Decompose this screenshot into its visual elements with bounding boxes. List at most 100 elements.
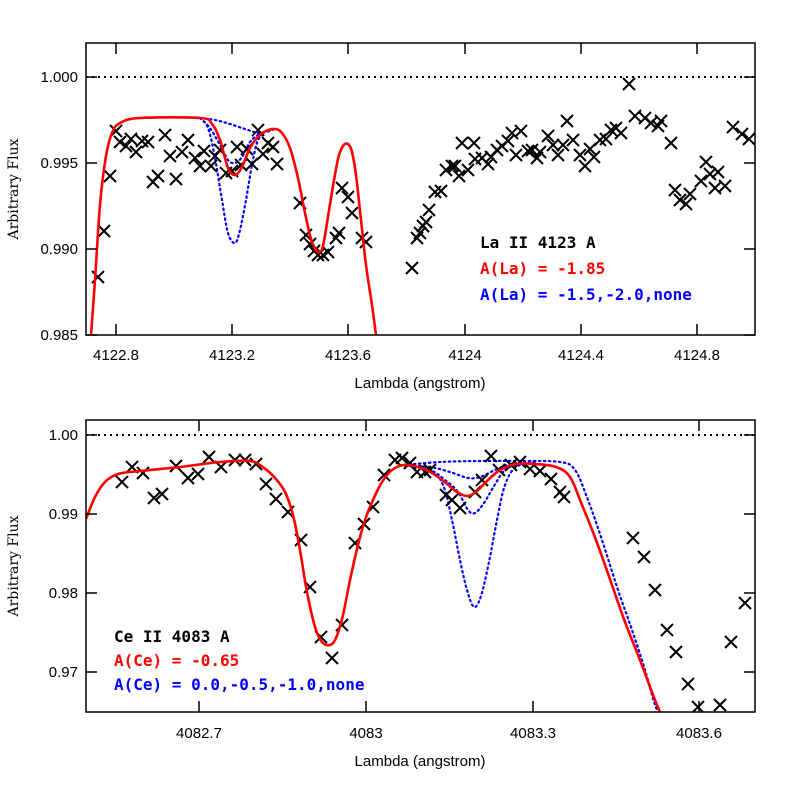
alternative-abundance-curve: [198, 116, 277, 135]
data-point-marker: [129, 145, 143, 159]
data-point-marker: [270, 157, 284, 171]
data-point-marker: [259, 477, 273, 491]
data-point-marker: [155, 487, 169, 501]
data-point-marker: [467, 136, 481, 150]
top-panel: 1.000 0.995 0.990 0.985 4122.8 4123.2 41…: [6, 42, 756, 392]
x-tick-label: 4083.3: [510, 725, 556, 742]
data-point-marker: [660, 623, 674, 637]
data-point-marker: [484, 449, 498, 463]
data-point-marker: [637, 550, 651, 564]
data-point-marker: [521, 144, 535, 158]
data-point-marker: [614, 126, 628, 140]
data-point-marker: [141, 135, 155, 149]
y-tick-label: 0.99: [49, 506, 78, 523]
data-point-marker: [509, 148, 523, 162]
data-point-marker: [452, 169, 466, 183]
data-point-marker: [683, 187, 697, 201]
data-point-marker: [557, 490, 571, 504]
data-point-marker: [169, 459, 183, 473]
data-point-marker: [269, 492, 283, 506]
y-axis-title: Arbitrary Flux: [6, 138, 22, 240]
y-tick-label: 1.00: [49, 427, 78, 444]
data-point-marker: [325, 651, 339, 665]
legend-line-species: La II 4123 A: [480, 233, 596, 252]
data-point-marker: [97, 224, 111, 238]
x-tick-label: 4082.7: [176, 725, 222, 742]
data-point-marker: [546, 138, 560, 152]
data-point-marker: [124, 132, 138, 146]
data-point-marker: [103, 169, 117, 183]
data-point-marker: [181, 471, 195, 485]
data-point-marker: [626, 531, 640, 545]
data-point-marker: [599, 132, 613, 146]
data-point-marker: [587, 150, 601, 164]
data-point-marker: [266, 140, 280, 154]
data-point-marker: [679, 197, 693, 211]
data-point-marker: [413, 226, 427, 240]
data-point-marker: [724, 635, 738, 649]
x-axis-title: Lambda (angstrom): [355, 375, 486, 392]
bottom-plot-frame: [85, 419, 756, 713]
y-axis-title: Arbitrary Flux: [6, 515, 22, 617]
data-point-marker: [419, 215, 433, 229]
x-tick-label: 4124.8: [674, 347, 720, 364]
data-point-marker: [197, 144, 211, 158]
data-point-marker: [455, 136, 469, 150]
alternative-abundance-curve: [198, 116, 268, 245]
data-point-marker: [445, 159, 459, 173]
legend-line-species: Ce II 4083 A: [114, 627, 230, 646]
data-point-marker: [481, 157, 495, 171]
best-fit-curve: [86, 459, 662, 712]
data-point-marker: [332, 226, 346, 240]
data-point-marker: [202, 450, 216, 464]
top-plot-frame: [85, 42, 756, 336]
data-point-marker: [341, 190, 355, 204]
data-point-marker: [321, 245, 335, 259]
x-tick-label: 4083: [349, 725, 382, 742]
x-tick-label: 4123.2: [209, 347, 255, 364]
x-tick-label: 4122.8: [93, 347, 139, 364]
data-point-marker: [439, 163, 453, 177]
data-point-marker: [566, 133, 580, 147]
data-point-marker: [713, 698, 727, 712]
alternative-abundance-curve: [198, 116, 268, 165]
data-point-marker: [181, 133, 195, 147]
data-point-marker: [681, 677, 695, 691]
data-point-marker: [191, 467, 205, 481]
data-point-marker: [738, 596, 752, 610]
x-tick-label: 4083.6: [676, 725, 722, 742]
data-point-marker: [136, 466, 150, 480]
data-point-marker: [422, 203, 436, 217]
alternative-abundance-curve: [402, 461, 522, 515]
observed-data-markers: [91, 77, 755, 284]
data-point-marker: [560, 114, 574, 128]
data-point-marker: [113, 135, 127, 149]
legend-line-alternatives: A(La) = -1.5,-2.0,none: [480, 285, 692, 304]
data-point-marker: [525, 143, 539, 157]
data-point-marker: [648, 583, 662, 597]
data-point-marker: [669, 645, 683, 659]
data-point-marker: [335, 181, 349, 195]
alternative-abundance-curve: [402, 460, 537, 609]
data-point-marker: [377, 468, 391, 482]
data-point-marker: [533, 464, 547, 478]
data-point-marker: [395, 451, 409, 465]
data-point-marker: [115, 475, 129, 489]
data-point-marker: [654, 114, 668, 128]
data-point-marker: [256, 147, 270, 161]
data-point-marker: [699, 155, 713, 169]
legend-line-bestfit: A(Ce) = -0.65: [114, 651, 239, 670]
observed-data-markers: [115, 449, 752, 712]
data-point-marker: [533, 145, 547, 159]
data-point-marker: [434, 184, 448, 198]
y-tick-label: 0.985: [40, 327, 78, 344]
top-plot-area: [89, 77, 755, 335]
y-tick-label: 0.995: [40, 155, 78, 172]
data-point-marker: [726, 120, 740, 134]
data-point-marker: [622, 77, 636, 91]
data-point-marker: [703, 167, 717, 181]
bottom-plot-area: [86, 449, 752, 712]
data-point-marker: [204, 159, 218, 173]
data-point-marker: [169, 172, 183, 186]
